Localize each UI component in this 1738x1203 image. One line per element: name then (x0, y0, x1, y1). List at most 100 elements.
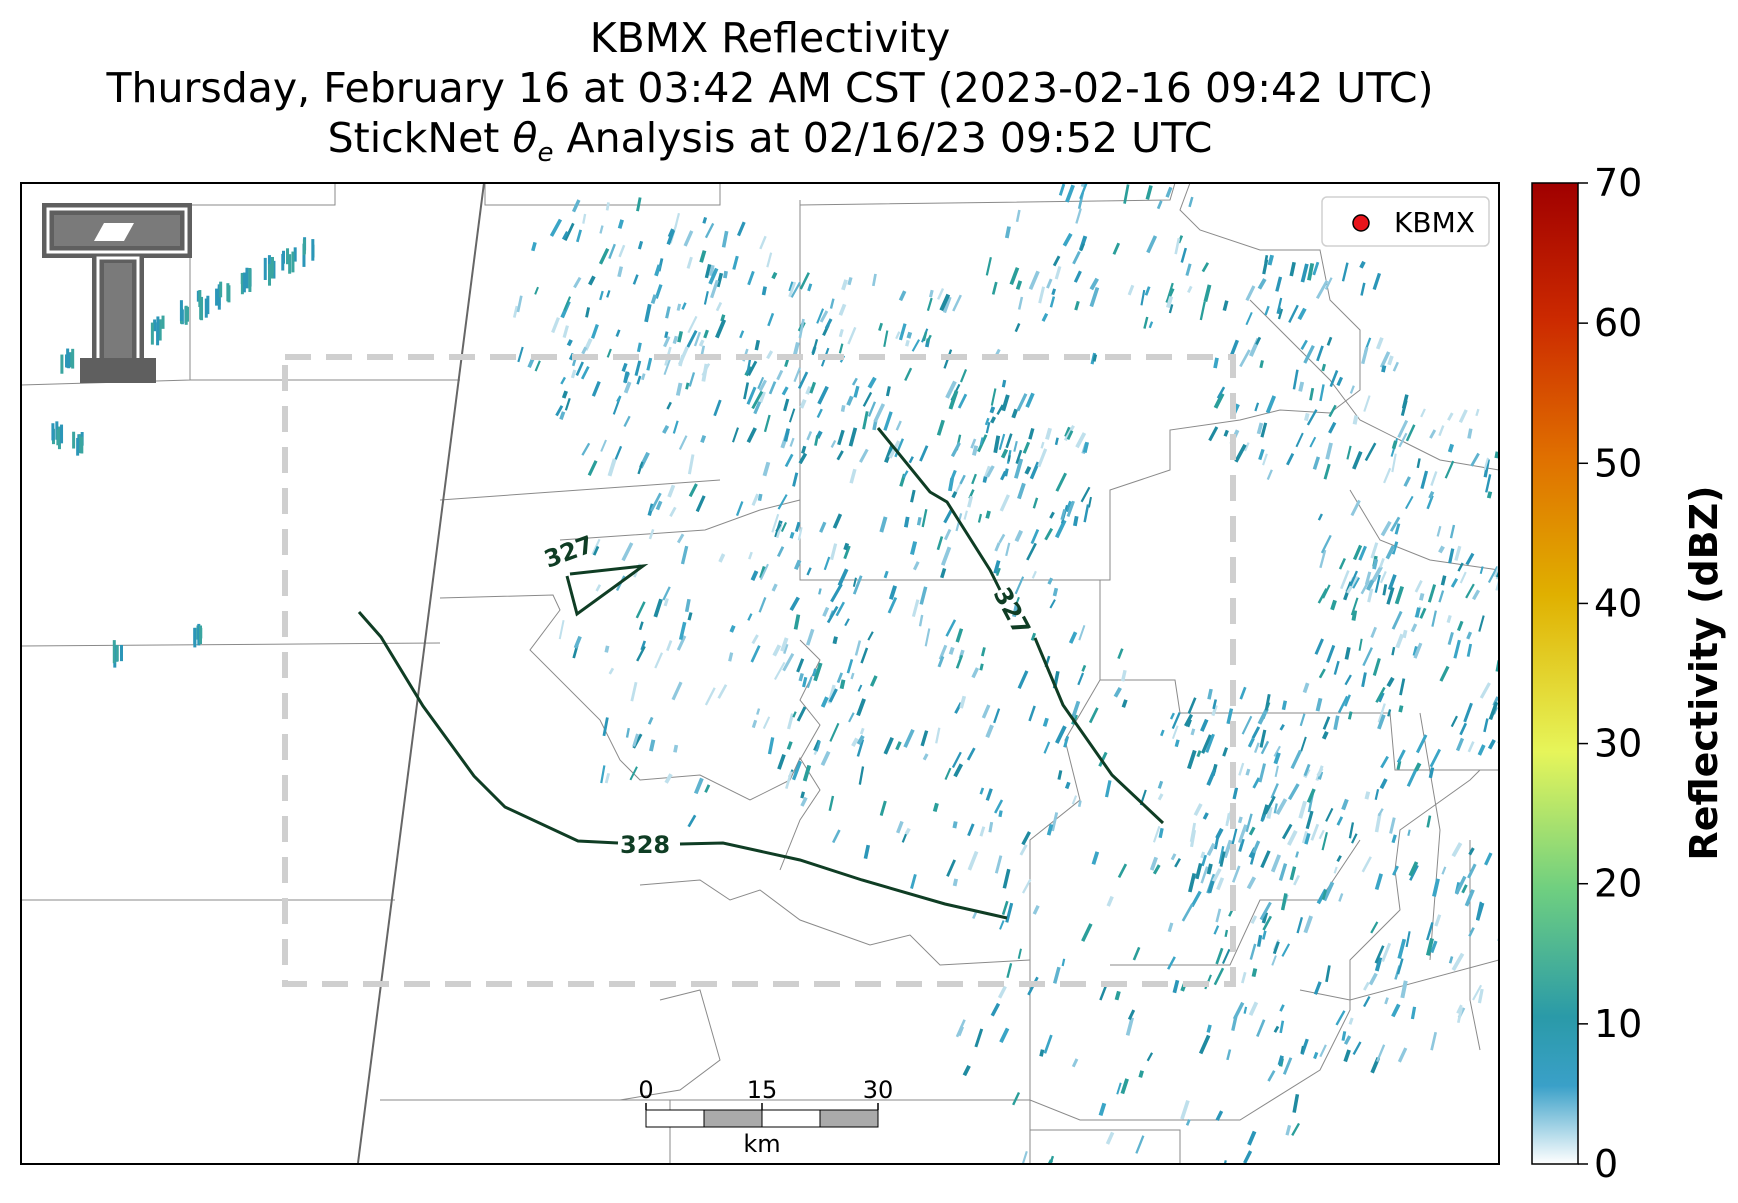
echo-pixel (735, 501, 744, 517)
echo-pixel (1447, 632, 1454, 646)
echo-pixel (959, 474, 966, 485)
echo-pixel (1092, 354, 1098, 362)
echo-pixel (1350, 597, 1359, 616)
echo-pixel (1145, 185, 1153, 200)
echo-pixel (1313, 1051, 1319, 1060)
echo-pixel (1374, 574, 1381, 593)
scale-tick-30: 30 (863, 1076, 894, 1104)
echo-pixel (1212, 699, 1218, 710)
echo-pixel (1021, 831, 1032, 846)
echo-pixel (840, 405, 846, 412)
echo-pixel (739, 330, 745, 339)
colorbar: 0 10 20 30 40 50 60 70 Reflectivity (dBZ) (1531, 161, 1726, 1186)
echo-pixel (967, 495, 974, 508)
echo-pixel (1060, 509, 1066, 521)
echo-pixel (1429, 429, 1437, 439)
echo-pixel (1152, 864, 1161, 875)
echo-pixel (678, 621, 687, 641)
echo-pixel (1075, 208, 1082, 224)
echo-pixel (1374, 789, 1380, 801)
echo-pixel (1325, 442, 1333, 460)
echo-pixel (1045, 427, 1052, 440)
echo-pixel (723, 270, 728, 279)
echo-pixel (867, 631, 874, 641)
echo-pixel (1447, 443, 1455, 453)
echo-pixel (1199, 301, 1206, 321)
echo-pixel (1391, 541, 1399, 555)
echo-pixel (1363, 981, 1370, 991)
echo-pixel (600, 439, 607, 452)
echo-pixel (1041, 313, 1049, 322)
echo-pixel (1185, 1119, 1191, 1126)
echo-pixel (1415, 734, 1428, 754)
echo-pixel (757, 376, 765, 390)
echo-pixel (751, 634, 759, 645)
echo-pixel (1336, 855, 1342, 863)
echo-pixel (1486, 491, 1493, 499)
echo-pixel (1253, 1168, 1258, 1176)
echo-pixel (1198, 1034, 1211, 1055)
echo-pixel (746, 386, 757, 405)
echo-pixel (1215, 908, 1222, 923)
echo-pixel (1044, 527, 1054, 541)
echo-pixel (1190, 728, 1196, 736)
echo-pixel (780, 637, 789, 652)
echo-pixel (1077, 800, 1082, 808)
echo-pixel (1123, 184, 1130, 204)
echo-pixel (1420, 470, 1429, 490)
echo-pixel (1429, 748, 1441, 768)
echo-pixel (1428, 490, 1435, 499)
scale-bar: 0 15 30 km (638, 1076, 893, 1158)
echo-pixel (1395, 633, 1405, 649)
echo-pixel (1456, 1004, 1463, 1014)
echo-pixel (953, 763, 964, 778)
echo-pixel (1017, 670, 1029, 689)
echo-pixel (676, 533, 685, 544)
echo-pixel (1017, 948, 1022, 959)
echo-pixel (704, 222, 715, 239)
echo-pixel (782, 653, 795, 672)
echo-pixel (832, 513, 843, 529)
echo-pixel (951, 491, 958, 499)
echo-pixel (678, 354, 685, 367)
echo-pixel (1322, 584, 1331, 599)
echo-pixel (693, 777, 704, 795)
echo-pixel (1379, 351, 1391, 369)
echo-pixel (1517, 636, 1525, 654)
echo-pixel (1372, 558, 1379, 570)
echo-pixel (1352, 415, 1359, 425)
echo-pixel (588, 275, 596, 286)
echo-pixel (198, 290, 202, 308)
echo-pixel (531, 241, 537, 252)
echo-pixel (1054, 519, 1067, 539)
echo-pixel (1499, 552, 1507, 568)
echo-pixel (695, 495, 706, 513)
echo-pixel (1453, 639, 1461, 659)
echo-pixel (945, 380, 957, 399)
echo-pixel (1501, 630, 1508, 642)
echo-pixel (1414, 607, 1421, 618)
title-line-3: StickNet θe Analysis at 02/16/23 09:52 U… (327, 114, 1213, 169)
echo-pixel (1309, 387, 1315, 401)
echo-pixel (985, 788, 993, 801)
echo-pixel (1079, 183, 1089, 200)
echo-pixel (806, 676, 813, 689)
echo-pixel (836, 450, 844, 461)
echo-pixel (797, 527, 803, 541)
echo-pixel (1366, 579, 1375, 591)
echo-pixel (1203, 284, 1212, 303)
echo-pixel (905, 339, 910, 347)
echo-pixel (1361, 672, 1367, 688)
echo-pixel (1012, 603, 1019, 618)
echo-pixel (982, 476, 988, 483)
echo-pixel (816, 308, 825, 324)
echo-pixel (1291, 1122, 1300, 1136)
echo-pixel (1251, 726, 1261, 739)
echo-pixel (955, 654, 964, 669)
kbmx-marker-icon (1352, 214, 1370, 232)
echo-pixel (184, 305, 188, 325)
echo-pixel (1248, 826, 1256, 836)
echo-pixel (998, 533, 1006, 544)
echo-pixel (1376, 1044, 1386, 1062)
echo-pixel (846, 395, 854, 406)
